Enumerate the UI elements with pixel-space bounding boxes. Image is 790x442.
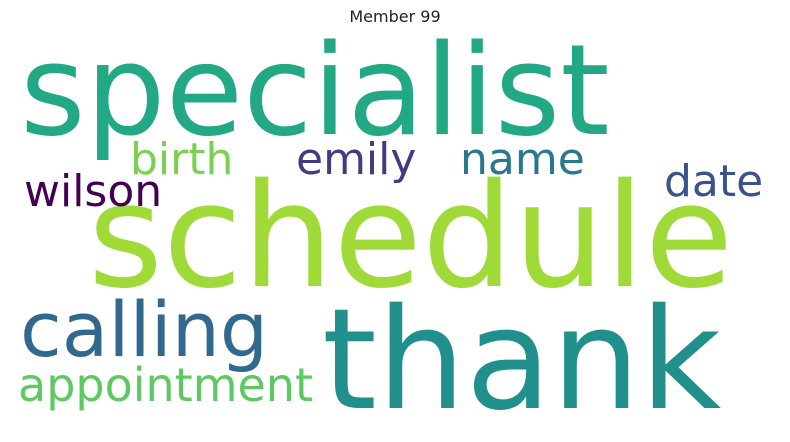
word-name: name [460,134,585,185]
word-emily: emily [296,134,417,185]
word-birth: birth [130,134,234,185]
word-calling: calling [20,285,269,374]
word-schedule: schedule [88,152,734,320]
word-appointment: appointment [18,358,314,412]
word-cloud: specialist schedule thank calling appoin… [18,17,764,431]
word-wilson: wilson [24,166,163,217]
word-specialist: specialist [20,17,610,164]
chart-title: Member 99 [349,7,441,26]
word-thank: thank [322,279,722,442]
word-date: date [664,156,764,207]
